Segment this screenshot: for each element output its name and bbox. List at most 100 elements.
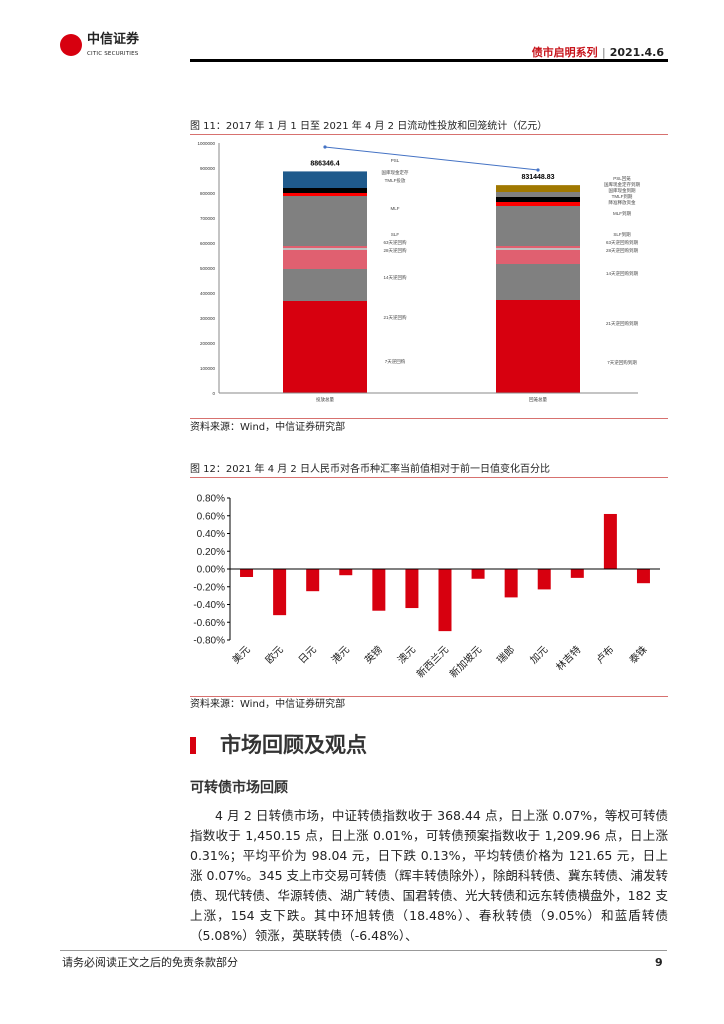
- series-label: 28天逆回购: [383, 247, 407, 254]
- y-tick-label: -0.80%: [193, 636, 225, 647]
- bar-瑞郎: [504, 569, 518, 598]
- x-tick-label: 新加坡元: [447, 643, 484, 680]
- series-label: PSL: [391, 158, 400, 163]
- series-label: 国库现金定存: [382, 169, 409, 176]
- series-label: SLF到期: [613, 231, 631, 238]
- section-title: 市场回顾及观点: [220, 733, 367, 757]
- x-tick-label: 卢布: [593, 643, 616, 666]
- footer-divider: [60, 950, 667, 951]
- y-tick-label: -0.40%: [193, 600, 225, 611]
- y-tick-label: -0.20%: [193, 582, 225, 593]
- total-label: 831448.83: [521, 174, 554, 181]
- series-label: 国库现金定存到期: [604, 181, 640, 188]
- stack-segment: [283, 250, 367, 269]
- liquidity-stacked-chart: 0 100000 200000 300000 400000 500000 600000 700…: [197, 141, 640, 403]
- trend-line: [324, 146, 539, 171]
- series-label: MLF到期: [613, 210, 631, 217]
- series-label: 63天逆回购到期: [606, 239, 639, 246]
- x-tick-label: 澳元: [395, 643, 418, 666]
- figure12-divider: [190, 477, 668, 478]
- body-paragraph: 4 月 2 日转债市场，中证转债指数收于 368.44 点，日上涨 0.07%，…: [190, 808, 668, 943]
- stack-segment: [496, 185, 580, 192]
- series-label: 21天逆回购: [383, 314, 407, 321]
- y-tick-label: 300000: [200, 316, 216, 321]
- total-label: 886346.4: [310, 160, 339, 167]
- series-label: TMLF投放: [385, 177, 406, 184]
- stack-segment: [283, 193, 367, 196]
- stack-segment: [283, 188, 367, 193]
- x-tick-label: 投放总量: [316, 396, 334, 403]
- bar-新加坡元: [471, 569, 485, 579]
- stack-segment: [283, 248, 367, 250]
- y-tick-label: 0.60%: [197, 511, 225, 522]
- section-marker: [190, 737, 196, 754]
- stack-segment: [283, 196, 367, 246]
- bar-澳元: [405, 569, 419, 609]
- page-number: 9: [655, 956, 663, 969]
- series-label: 63天逆回购: [383, 239, 407, 246]
- y-tick-label: 400000: [200, 291, 216, 296]
- series-label: SLF: [391, 232, 400, 237]
- x-tick-label: 泰铢: [626, 643, 649, 666]
- stack-segment: [496, 246, 580, 248]
- series-label: 7天逆回购: [385, 358, 406, 365]
- y-tick-label: 1000000: [197, 141, 215, 146]
- logo-text-cn: 中信证券: [87, 32, 140, 47]
- series-label: 7天逆回购到期: [607, 359, 637, 366]
- header-divider: [190, 59, 668, 62]
- series-name: 债市启明系列: [531, 46, 598, 59]
- x-tick-label: 英镑: [362, 643, 385, 666]
- series-label: PSL回笼: [613, 175, 631, 182]
- x-tick-label: 林吉特: [553, 643, 583, 673]
- bar-林吉特: [570, 569, 584, 578]
- series-label: 14天逆回购: [383, 274, 407, 281]
- figure11-source: 资料来源：Wind，中信证券研究部: [190, 422, 346, 433]
- bar-日元: [306, 569, 320, 592]
- y-tick-label: 600000: [200, 241, 216, 246]
- series-label: 国库现金到期: [609, 187, 636, 194]
- bar-美元: [240, 569, 254, 577]
- footer-disclaimer: 请务必阅读正文之后的免责条款部分: [62, 956, 238, 969]
- figure11-divider: [190, 134, 668, 135]
- stack-segment: [283, 171, 367, 188]
- stack-segment: [283, 246, 367, 248]
- y-tick-label: 500000: [200, 266, 216, 271]
- x-tick-label: 港元: [329, 644, 352, 667]
- bar-卢布: [603, 513, 617, 569]
- figure11-title: 图 11：2017 年 1 月 1 日至 2021 年 4 月 2 日流动性投放…: [190, 121, 548, 132]
- x-tick-label: 日元: [297, 644, 319, 666]
- y-tick-label: 0.80%: [197, 494, 225, 505]
- subsection-title: 可转债市场回顾: [190, 780, 288, 796]
- x-tick-label: 瑞郎: [494, 643, 517, 666]
- figure12-source: 资料来源：Wind，中信证券研究部: [190, 699, 346, 710]
- y-tick-label: -0.60%: [193, 618, 225, 629]
- bar-加元: [537, 569, 551, 590]
- x-tick-label: 欧元: [263, 644, 286, 667]
- trend-point: [536, 168, 540, 172]
- bar-泰铢: [636, 569, 650, 584]
- bar-欧元: [273, 569, 287, 616]
- stack-segment: [496, 248, 580, 250]
- figure12-title: 图 12：2021 年 4 月 2 日人民币对各币种汇率当前值相对于前一日值变化…: [190, 464, 550, 475]
- stack-segment: [496, 250, 580, 264]
- x-tick-label: 加元: [528, 644, 551, 667]
- series-label: TMLF到期: [612, 193, 633, 200]
- y-tick-label: 0: [212, 391, 215, 396]
- y-tick-label: 0.40%: [197, 529, 225, 540]
- series-label: MLF: [391, 206, 400, 211]
- series-label: 降准释放资金: [609, 199, 636, 206]
- x-tick-label: 新西兰元: [414, 643, 451, 680]
- series-label: 28天逆回购到期: [606, 247, 639, 254]
- series-label: 21天逆回购到期: [606, 320, 639, 327]
- y-tick-label: 100000: [200, 366, 216, 371]
- trend-point: [323, 145, 327, 149]
- stack-segment: [496, 300, 580, 393]
- series-label: 14天逆回购到期: [606, 270, 639, 277]
- stack-segment: [496, 197, 580, 202]
- stack-segment: [283, 269, 367, 301]
- bar-新西兰元: [438, 569, 452, 632]
- stack-segment: [496, 264, 580, 300]
- report-date: 2021.4.6: [609, 46, 664, 59]
- stack-segment: [283, 301, 367, 393]
- stack-segment: [496, 206, 580, 246]
